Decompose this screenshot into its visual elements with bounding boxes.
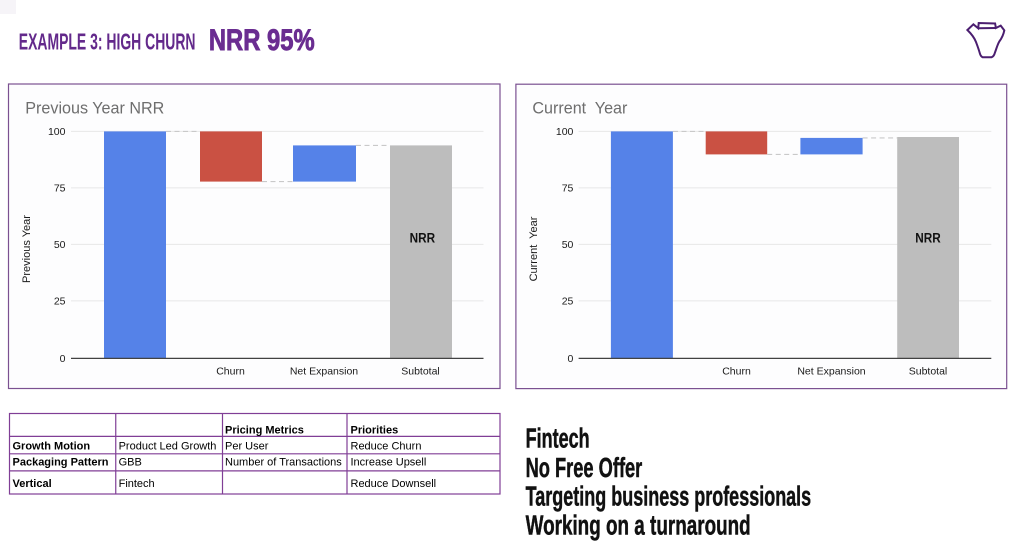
- svg-text:Churn: Churn: [216, 366, 245, 378]
- svg-text:Product Led Growth: Product Led Growth: [119, 440, 217, 452]
- svg-text:Previous Year NRR: Previous Year NRR: [25, 99, 164, 118]
- svg-text:Packaging Pattern: Packaging Pattern: [13, 457, 109, 469]
- svg-text:75: 75: [54, 183, 66, 195]
- svg-text:50: 50: [54, 239, 66, 251]
- svg-text:Current Year: Current Year: [528, 216, 540, 281]
- svg-text:Fintech: Fintech: [119, 478, 155, 490]
- svg-text:Current Year: Current Year: [532, 99, 627, 118]
- svg-text:No Free Offer: No Free Offer: [526, 452, 643, 483]
- svg-text:0: 0: [568, 353, 574, 365]
- svg-text:Reduce Churn: Reduce Churn: [351, 440, 422, 452]
- svg-text:Subtotal: Subtotal: [401, 366, 440, 378]
- svg-text:Growth Motion: Growth Motion: [13, 440, 91, 452]
- svg-text:25: 25: [562, 296, 574, 308]
- svg-text:Net Expansion: Net Expansion: [797, 366, 865, 378]
- svg-text:Reduce Downsell: Reduce Downsell: [351, 478, 437, 490]
- svg-text:EXAMPLE 3: HIGH CHURN: EXAMPLE 3: HIGH CHURN: [19, 28, 196, 54]
- svg-text:Number of Transactions: Number of Transactions: [225, 457, 342, 469]
- svg-text:GBB: GBB: [119, 457, 142, 469]
- svg-text:Net Expansion: Net Expansion: [290, 366, 358, 378]
- svg-text:Priorities: Priorities: [351, 425, 399, 437]
- svg-text:Fintech: Fintech: [526, 423, 590, 454]
- svg-text:Previous Year: Previous Year: [21, 215, 33, 283]
- svg-text:NRR: NRR: [915, 230, 941, 245]
- svg-text:Churn: Churn: [722, 366, 751, 378]
- svg-text:Subtotal: Subtotal: [909, 366, 948, 378]
- svg-text:Vertical: Vertical: [13, 478, 52, 490]
- svg-text:75: 75: [562, 183, 574, 195]
- svg-text:Per User: Per User: [225, 440, 269, 452]
- svg-text:100: 100: [48, 126, 66, 138]
- svg-text:Targeting business professiona: Targeting business professionals: [526, 480, 812, 511]
- svg-text:50: 50: [562, 239, 574, 251]
- svg-text:NRR 95%: NRR 95%: [209, 24, 315, 57]
- svg-text:Pricing Metrics: Pricing Metrics: [225, 425, 304, 437]
- svg-text:NRR: NRR: [410, 230, 436, 245]
- svg-text:Increase Upsell: Increase Upsell: [351, 457, 427, 469]
- svg-text:Working on a turnaround: Working on a turnaround: [526, 510, 751, 541]
- svg-text:25: 25: [54, 296, 66, 308]
- svg-text:100: 100: [556, 126, 574, 138]
- svg-text:0: 0: [60, 353, 66, 365]
